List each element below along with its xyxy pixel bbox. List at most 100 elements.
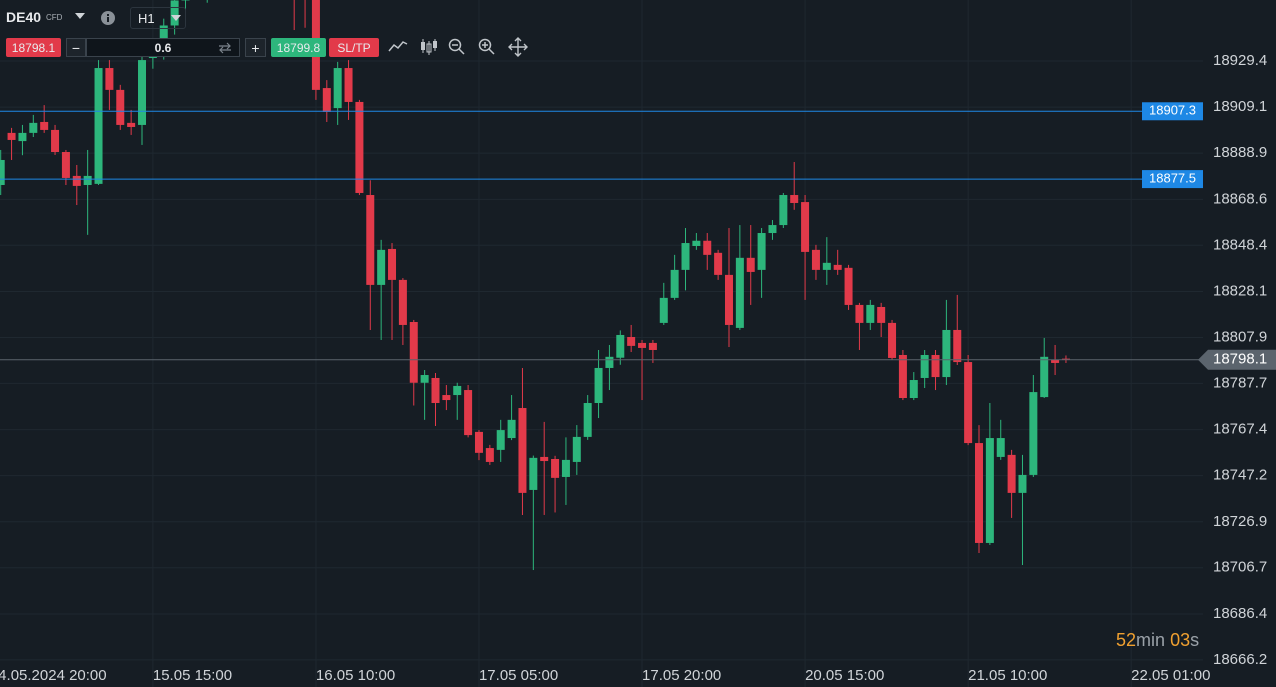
candle-body: [442, 395, 451, 401]
candle-body: [964, 362, 973, 444]
candle-body: [953, 329, 962, 363]
price-label: 18798.1: [1213, 351, 1267, 368]
candle-body: [681, 243, 690, 270]
candle-body: [822, 262, 831, 270]
line-chart-icon[interactable]: [388, 40, 408, 54]
candle-body: [40, 121, 49, 130]
y-tick-label: 18747.2: [1213, 467, 1267, 484]
candle-body: [768, 225, 777, 234]
candle-body: [811, 249, 820, 270]
candle-body: [355, 101, 364, 193]
candle-body: [453, 385, 462, 396]
candle-body: [931, 354, 940, 378]
x-tick-label: 21.05 10:00: [968, 667, 1047, 684]
price-label-box: [1142, 102, 1203, 121]
x-tick-label: 22.05 01:00: [1131, 667, 1210, 684]
candle-timer: 52min 03s: [1116, 630, 1199, 651]
candle-body: [409, 321, 418, 383]
y-tick-label: 18888.9: [1213, 144, 1267, 161]
symbol[interactable]: DE40: [6, 9, 42, 25]
sell-button[interactable]: 18798.1: [6, 38, 61, 57]
buy-button[interactable]: 18799.8: [271, 38, 326, 57]
pan-icon[interactable]: [508, 37, 528, 57]
sltp-button[interactable]: SL/TP: [329, 38, 379, 57]
candle-body: [627, 337, 636, 346]
candle-body: [138, 60, 147, 125]
candle-body: [333, 68, 342, 109]
candle-body: [714, 252, 723, 275]
candle-body: [496, 430, 505, 450]
candle-body: [833, 264, 842, 270]
candle-body: [83, 175, 92, 186]
timer-minutes: 52: [1116, 630, 1137, 650]
candle-body: [985, 438, 994, 543]
candle-body: [420, 375, 429, 383]
candle-body: [616, 334, 625, 358]
info-icon[interactable]: [100, 10, 116, 26]
symbol-type: CFD: [46, 12, 63, 22]
candle-body: [1040, 356, 1049, 398]
candle-body: [975, 443, 983, 543]
candle-body: [398, 279, 407, 325]
candle-body: [344, 68, 353, 102]
zoom-in[interactable]: [478, 38, 496, 56]
zoom-out[interactable]: [448, 38, 466, 56]
x-tick-label: 20.05 15:00: [805, 667, 884, 684]
x-tick-label: 15.05 15:00: [153, 667, 232, 684]
candle-body: [942, 329, 951, 378]
candle-body: [909, 380, 918, 399]
volume-plus[interactable]: +: [245, 38, 266, 57]
candle-body: [638, 342, 647, 348]
candle-body: [464, 390, 473, 436]
candle-body: [540, 456, 549, 462]
candle-body: [366, 195, 375, 285]
x-tick-label: 17.05 05:00: [479, 667, 558, 684]
y-tick-label: 18929.4: [1213, 52, 1267, 69]
candle-body: [779, 195, 788, 226]
candle-body: [735, 257, 744, 328]
candle-body: [388, 248, 397, 280]
swap-icon[interactable]: [218, 42, 232, 54]
timeframe-dropdown[interactable]: [170, 14, 182, 22]
candle-body: [322, 88, 331, 112]
candle-body: [888, 322, 897, 358]
timer-minutes-unit: min: [1136, 630, 1166, 650]
candle-body: [18, 132, 27, 142]
candle-body: [898, 354, 907, 399]
price-label: 18907.3: [1149, 103, 1196, 118]
y-tick-label: 18706.7: [1213, 559, 1267, 576]
candle-body: [757, 233, 766, 270]
timer-seconds-unit: s: [1190, 630, 1200, 650]
candle-body: [670, 269, 679, 298]
x-tick-label: 14.05.2024 20:00: [0, 667, 107, 684]
volume-input[interactable]: 0.6: [86, 38, 240, 57]
price-label: 18877.5: [1149, 171, 1196, 186]
y-tick-label: 18686.4: [1213, 605, 1267, 622]
volume-minus[interactable]: −: [66, 38, 86, 57]
candle-icon[interactable]: [419, 38, 439, 56]
x-tick-label: 17.05 20:00: [642, 667, 721, 684]
candle-body: [605, 356, 614, 368]
y-tick-label: 18767.4: [1213, 421, 1267, 438]
timeframe[interactable]: H1: [130, 7, 186, 29]
y-tick-label: 18868.6: [1213, 190, 1267, 207]
candle-body: [877, 306, 886, 323]
candle-body: [116, 89, 125, 125]
candle-body: [1061, 358, 1070, 360]
symbol-dropdown[interactable]: [74, 12, 86, 20]
candle-body: [1007, 454, 1016, 493]
candle-body: [692, 240, 701, 246]
candle-body: [0, 159, 5, 186]
y-tick-label: 18807.9: [1213, 328, 1267, 345]
candle-body: [518, 408, 527, 493]
timer-seconds: 03: [1170, 630, 1191, 650]
y-tick-label: 18666.2: [1213, 651, 1267, 668]
x-tick-label: 16.05 10:00: [316, 667, 395, 684]
candle-body: [551, 458, 560, 478]
candle-body: [485, 448, 494, 462]
candle-body: [801, 202, 810, 252]
candle-body: [127, 122, 136, 127]
candle-body: [377, 249, 386, 285]
candle-body: [105, 68, 114, 90]
